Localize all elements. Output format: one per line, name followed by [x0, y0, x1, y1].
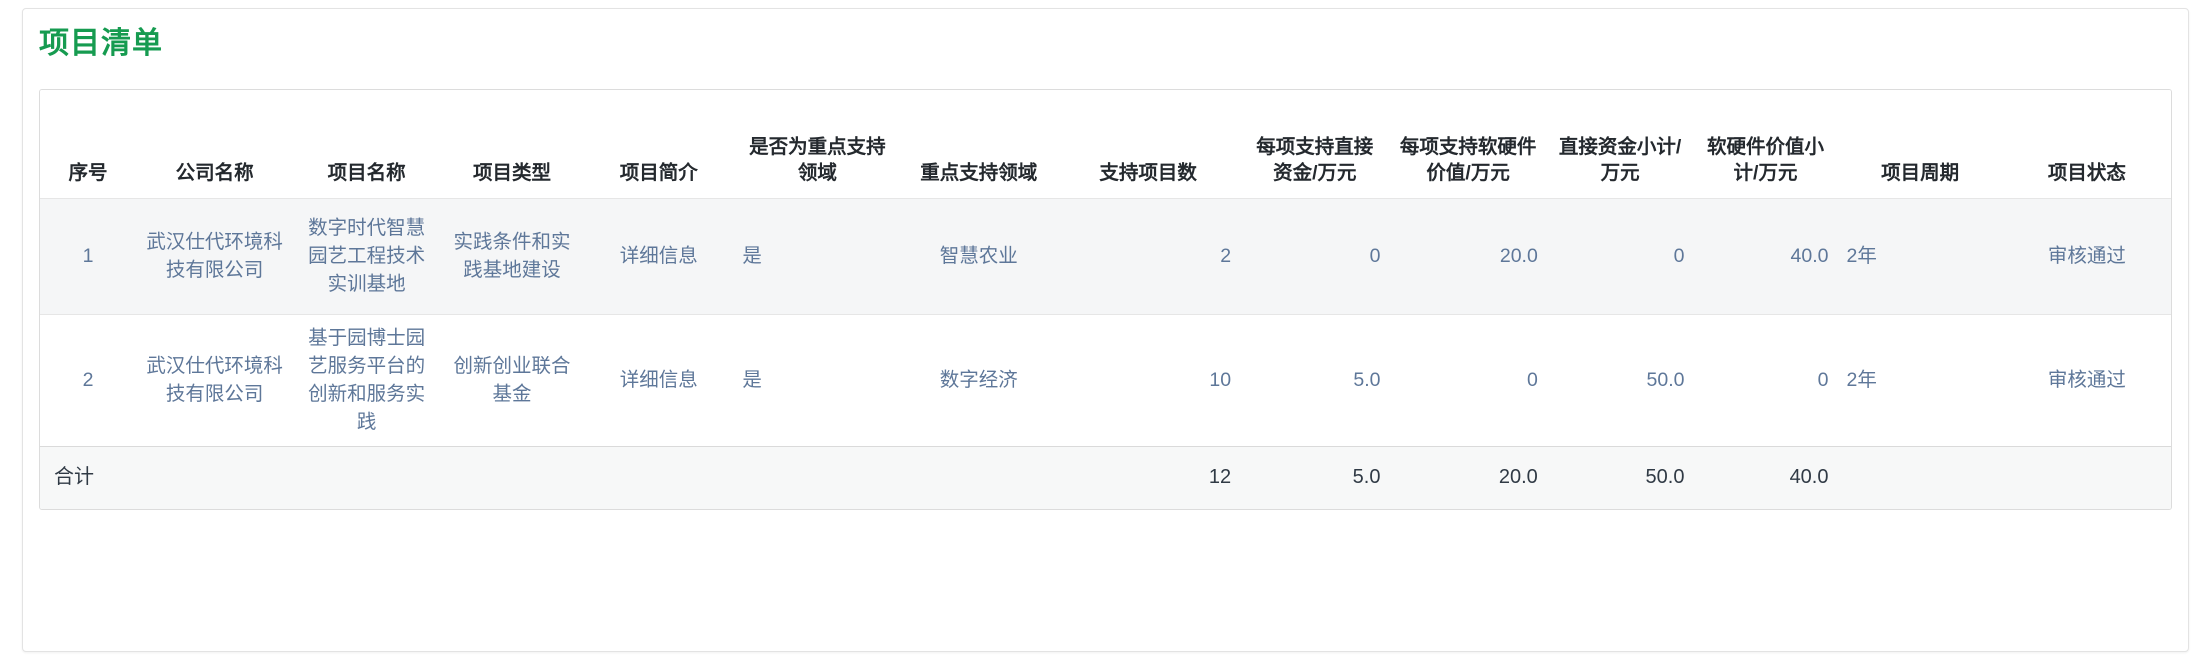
cell-index: 2 [40, 313, 136, 447]
total-direct-each: 5.0 [1240, 445, 1390, 509]
total-proj-count: 12 [1056, 445, 1241, 509]
cell-key-field: 智慧农业 [901, 197, 1057, 314]
cell-is-key: 是 [733, 313, 902, 447]
column-header-company[interactable]: 公司名称 [136, 90, 294, 198]
column-header-soft-sub[interactable]: 软硬件价值小计/万元 [1693, 90, 1838, 198]
column-header-cycle[interactable]: 项目周期 [1837, 90, 2003, 198]
total-type [440, 445, 585, 509]
column-header-key-field[interactable]: 重点支持领域 [901, 90, 1057, 198]
column-header-project[interactable]: 项目名称 [293, 90, 441, 198]
cell-type[interactable]: 创新创业联合基金 [440, 313, 585, 447]
table-header: 序号 公司名称 项目名称 项目类型 项目简介 是否为重点支持领域 重点支持领域 … [40, 90, 2171, 198]
total-company [136, 445, 294, 509]
cell-soft-sub: 0 [1693, 313, 1838, 447]
cell-status: 审核通过 [2002, 313, 2171, 447]
total-label: 合计 [40, 445, 136, 509]
cell-company[interactable]: 武汉仕代环境科技有限公司 [136, 197, 294, 314]
table-total-row: 合计 12 5.0 20.0 50.0 40.0 [40, 445, 2171, 509]
project-table: 序号 公司名称 项目名称 项目类型 项目简介 是否为重点支持领域 重点支持领域 … [40, 90, 2171, 509]
cell-key-field: 数字经济 [901, 313, 1057, 447]
column-header-direct-sub[interactable]: 直接资金小计/万元 [1546, 90, 1694, 198]
total-is-key [733, 445, 902, 509]
cell-direct-each: 5.0 [1240, 313, 1390, 447]
total-brief [584, 445, 734, 509]
cell-index: 1 [40, 197, 136, 314]
table-header-row: 序号 公司名称 项目名称 项目类型 项目简介 是否为重点支持领域 重点支持领域 … [40, 90, 2171, 198]
column-header-soft-each[interactable]: 每项支持软硬件价值/万元 [1389, 90, 1547, 198]
cell-type[interactable]: 实践条件和实践基地建设 [440, 197, 585, 314]
table-body: 1 武汉仕代环境科技有限公司 数字时代智慧园艺工程技术实训基地 实践条件和实践基… [40, 197, 2171, 509]
column-header-type[interactable]: 项目类型 [440, 90, 585, 198]
project-table-container: 序号 公司名称 项目名称 项目类型 项目简介 是否为重点支持领域 重点支持领域 … [39, 89, 2172, 510]
cell-cycle: 2年 [1837, 313, 2003, 447]
cell-company[interactable]: 武汉仕代环境科技有限公司 [136, 313, 294, 447]
column-header-index[interactable]: 序号 [40, 90, 136, 198]
table-row[interactable]: 2 武汉仕代环境科技有限公司 基于园博士园艺服务平台的创新和服务实践 创新创业联… [40, 313, 2171, 447]
column-header-brief[interactable]: 项目简介 [584, 90, 734, 198]
column-header-status[interactable]: 项目状态 [2002, 90, 2171, 198]
cell-direct-sub: 0 [1546, 197, 1694, 314]
cell-project[interactable]: 数字时代智慧园艺工程技术实训基地 [293, 197, 441, 314]
column-header-proj-count[interactable]: 支持项目数 [1056, 90, 1241, 198]
cell-is-key: 是 [733, 197, 902, 314]
cell-project[interactable]: 基于园博士园艺服务平台的创新和服务实践 [293, 313, 441, 447]
cell-soft-each: 0 [1389, 313, 1547, 447]
cell-proj-count: 10 [1056, 313, 1241, 447]
total-status [2002, 445, 2171, 509]
table-row[interactable]: 1 武汉仕代环境科技有限公司 数字时代智慧园艺工程技术实训基地 实践条件和实践基… [40, 197, 2171, 314]
column-header-is-key[interactable]: 是否为重点支持领域 [733, 90, 902, 198]
total-soft-sub: 40.0 [1693, 445, 1838, 509]
cell-soft-sub: 40.0 [1693, 197, 1838, 314]
cell-proj-count: 2 [1056, 197, 1241, 314]
total-key-field [901, 445, 1057, 509]
total-project [293, 445, 441, 509]
column-header-direct-each[interactable]: 每项支持直接资金/万元 [1240, 90, 1390, 198]
cell-cycle: 2年 [1837, 197, 2003, 314]
cell-soft-each: 20.0 [1389, 197, 1547, 314]
total-direct-sub: 50.0 [1546, 445, 1694, 509]
cell-direct-sub: 50.0 [1546, 313, 1694, 447]
cell-direct-each: 0 [1240, 197, 1390, 314]
total-cycle [1837, 445, 2003, 509]
cell-status: 审核通过 [2002, 197, 2171, 314]
page-title: 项目清单 [39, 27, 163, 60]
cell-brief-link[interactable]: 详细信息 [584, 197, 734, 314]
total-soft-each: 20.0 [1389, 445, 1547, 509]
cell-brief-link[interactable]: 详细信息 [584, 313, 734, 447]
project-list-card: 项目清单 序号 公司名称 项目名称 项目类型 项目简介 是否为重 [22, 8, 2189, 652]
